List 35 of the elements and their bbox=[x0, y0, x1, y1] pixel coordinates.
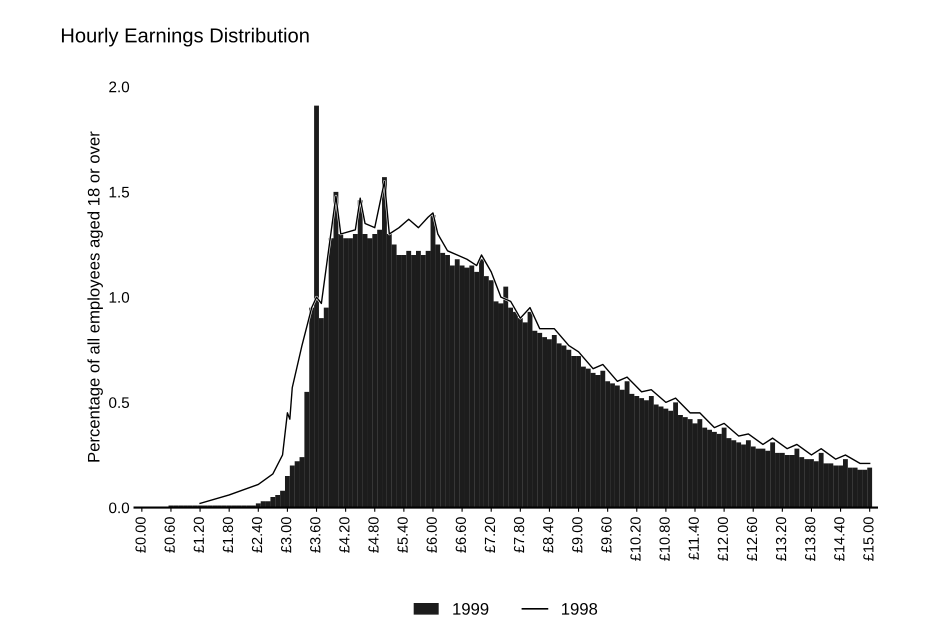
y-tick-label: 1.0 bbox=[110, 292, 130, 303]
x-tick-label: £3.60 bbox=[310, 517, 320, 553]
legend-label: 1998 bbox=[562, 602, 598, 615]
x-tick-label: £9.60 bbox=[601, 517, 612, 553]
x-tick-label: £0.00 bbox=[135, 517, 146, 553]
x-tick-label: £6.00 bbox=[426, 517, 437, 553]
y-tick-label: 1.5 bbox=[110, 186, 130, 198]
x-tick-label: £4.80 bbox=[368, 517, 379, 553]
x-tick-label: £11.40 bbox=[688, 517, 699, 560]
y-tick-label: 0.0 bbox=[109, 502, 130, 514]
x-tick-label: £13.20 bbox=[776, 517, 786, 561]
x-tick-label: £10.20 bbox=[630, 517, 641, 561]
x-tick-label: £3.00 bbox=[280, 517, 292, 553]
x-tick-label: £15.00 bbox=[863, 517, 874, 561]
x-tick-label: £4.20 bbox=[339, 517, 350, 553]
y-axis-title: Percentage of all employees aged 18 or over bbox=[87, 132, 103, 462]
x-tick-label: £0.60 bbox=[164, 517, 175, 553]
x-tick-label: £2.40 bbox=[252, 517, 262, 553]
x-tick-label: £14.40 bbox=[834, 517, 844, 561]
x-tick-label: £12.60 bbox=[746, 517, 758, 561]
chart-title: Hourly Earnings Distribution bbox=[62, 28, 309, 47]
x-tick-label: £1.80 bbox=[222, 517, 234, 553]
x-tick-label: £7.80 bbox=[514, 517, 524, 553]
y-tick-label: 2.0 bbox=[109, 82, 130, 92]
x-tick-label: £12.00 bbox=[718, 517, 728, 561]
x-tick-label: £5.40 bbox=[397, 517, 408, 553]
x-tick-label: £8.40 bbox=[543, 517, 554, 553]
x-tick-label: £1.20 bbox=[194, 517, 204, 553]
legend-label: 1999 bbox=[453, 602, 488, 615]
x-tick-label: £13.80 bbox=[805, 517, 816, 561]
x-tick-label: £10.80 bbox=[659, 517, 670, 561]
x-tick-label: £7.20 bbox=[484, 517, 496, 553]
x-tick-label: £9.00 bbox=[572, 517, 582, 553]
x-tick-label: £6.60 bbox=[456, 517, 466, 553]
y-tick-label: 0.5 bbox=[109, 397, 130, 408]
